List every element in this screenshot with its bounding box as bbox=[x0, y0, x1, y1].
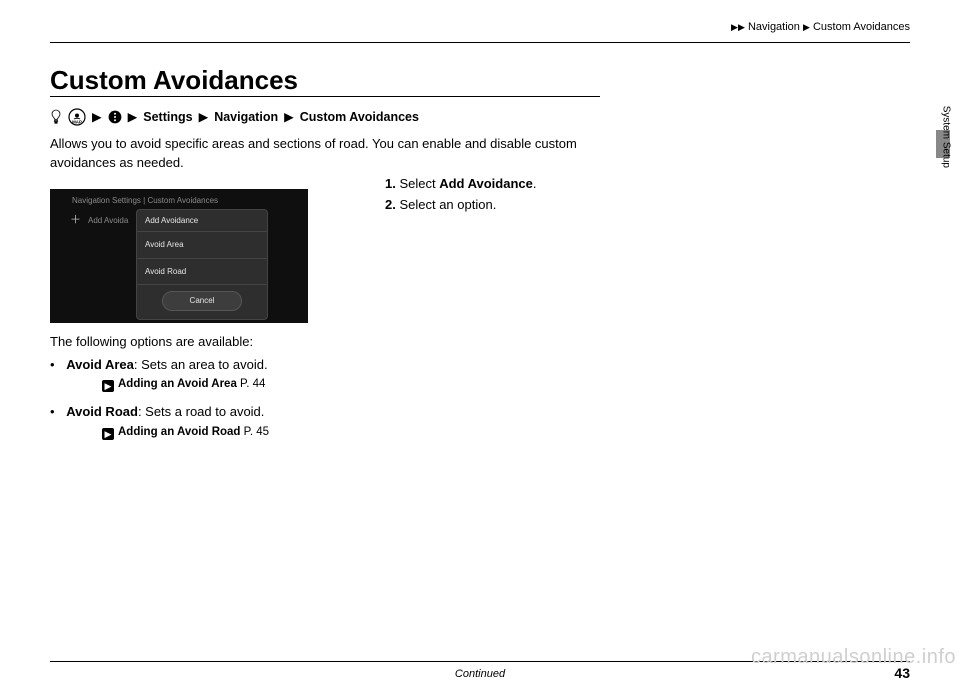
xref-icon: ▶ bbox=[102, 428, 114, 440]
breadcrumb-l: Navigation bbox=[748, 21, 800, 33]
triangle-icon: ▶ bbox=[199, 108, 209, 126]
options-intro: The following options are available: bbox=[50, 333, 600, 352]
intro-text: Allows you to avoid specific areas and s… bbox=[50, 135, 600, 173]
panel-row: Avoid Area bbox=[137, 232, 267, 259]
step-item: 2. Select an option. bbox=[385, 196, 645, 215]
xref-icon: ▶ bbox=[102, 380, 114, 392]
panel-title: Add Avoidance bbox=[137, 210, 267, 233]
cross-ref: ▶ Adding an Avoid Road P. 45 bbox=[64, 424, 600, 441]
option-desc: : Sets a road to avoid. bbox=[138, 404, 264, 419]
xref-title: Adding an Avoid Area bbox=[118, 378, 237, 390]
nav-path-settings: Settings bbox=[143, 108, 192, 126]
triangle-icon: ▶ bbox=[284, 108, 294, 126]
rule-under-title bbox=[50, 96, 600, 97]
list-item: Avoid Road: Sets a road to avoid. ▶ Addin… bbox=[50, 403, 600, 441]
rule-top bbox=[50, 42, 910, 43]
step-text: Select an option. bbox=[396, 197, 496, 212]
step-number: 2. bbox=[385, 197, 396, 212]
steps-list: 1. Select Add Avoidance. 2. Select an op… bbox=[385, 175, 645, 215]
bulb-icon bbox=[50, 109, 62, 125]
running-header: ▶▶ Navigation ▶ Custom Avoidances bbox=[731, 20, 910, 36]
triangle-icon: ▶ bbox=[128, 108, 138, 126]
xref-page: P. 45 bbox=[240, 426, 269, 438]
step-action: Add Avoidance bbox=[439, 176, 533, 191]
cross-ref: ▶ Adding an Avoid Area P. 44 bbox=[64, 376, 600, 393]
more-icon bbox=[108, 110, 122, 124]
side-tab-label: System Setup bbox=[938, 106, 953, 168]
triangle-icon: ▶ bbox=[803, 21, 810, 34]
option-label: Avoid Area bbox=[66, 357, 134, 372]
nav-path-custom: Custom Avoidances bbox=[300, 108, 419, 126]
triangle-icon: ▶ bbox=[738, 21, 745, 34]
xref-title: Adding an Avoid Road bbox=[118, 426, 240, 438]
options-list: Avoid Area: Sets an area to avoid. ▶ Addi… bbox=[50, 356, 600, 441]
triangle-icon: ▶ bbox=[731, 21, 738, 34]
xref-page: P. 44 bbox=[237, 378, 266, 390]
list-item: Avoid Area: Sets an area to avoid. ▶ Addi… bbox=[50, 356, 600, 394]
nav-path-navigation: Navigation bbox=[214, 108, 278, 126]
triangle-icon: ▶ bbox=[92, 108, 102, 126]
content-right: 1. Select Add Avoidance. 2. Select an op… bbox=[385, 175, 645, 217]
plus-icon: ＋ bbox=[70, 213, 81, 229]
nav-path: MAP ▶ ▶ Settings ▶ Navigation ▶ Custom A… bbox=[50, 108, 419, 126]
panel-row: Avoid Road bbox=[137, 259, 267, 286]
step-number: 1. bbox=[385, 176, 396, 191]
svg-text:MAP: MAP bbox=[72, 119, 82, 124]
map-icon: MAP bbox=[68, 108, 86, 126]
screenshot-panel: Add Avoidance Avoid Area Avoid Road Canc… bbox=[136, 209, 268, 320]
screenshot-breadcrumb: Navigation Settings | Custom Avoidances bbox=[72, 195, 218, 207]
panel-cancel: Cancel bbox=[162, 291, 242, 311]
option-desc: : Sets an area to avoid. bbox=[134, 357, 268, 372]
step-item: 1. Select Add Avoidance. bbox=[385, 175, 645, 194]
breadcrumb-r: Custom Avoidances bbox=[813, 21, 910, 33]
continued-label: Continued bbox=[455, 667, 505, 683]
screenshot-add-label: Add Avoida bbox=[88, 215, 128, 227]
page-title: Custom Avoidances bbox=[50, 62, 298, 100]
step-text: Select bbox=[396, 176, 439, 191]
side-tab: System Setup bbox=[930, 130, 950, 240]
ui-screenshot: Navigation Settings | Custom Avoidances … bbox=[50, 189, 308, 323]
option-label: Avoid Road bbox=[66, 404, 138, 419]
watermark: carmanualsonline.info bbox=[751, 643, 956, 672]
step-text: . bbox=[533, 176, 537, 191]
page: ▶▶ Navigation ▶ Custom Avoidances Custom… bbox=[50, 20, 910, 640]
